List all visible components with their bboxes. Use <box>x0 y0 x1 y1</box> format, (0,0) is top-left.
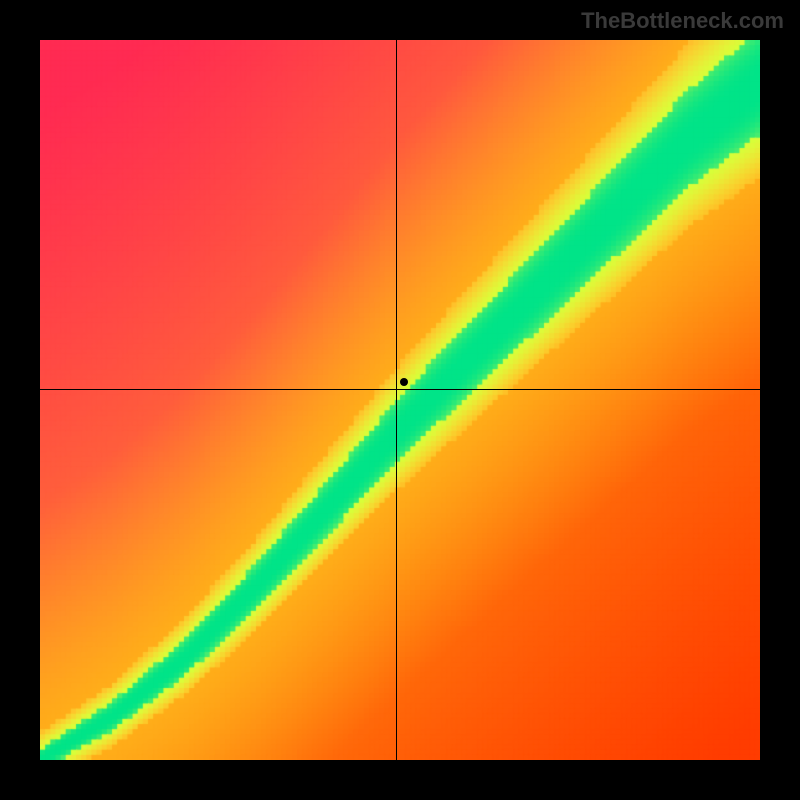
crosshair-horizontal <box>40 389 760 390</box>
crosshair-vertical <box>396 40 397 760</box>
heatmap-canvas <box>40 40 760 760</box>
data-point-marker <box>400 378 408 386</box>
heatmap-plot <box>40 40 760 760</box>
watermark-text: TheBottleneck.com <box>581 8 784 34</box>
